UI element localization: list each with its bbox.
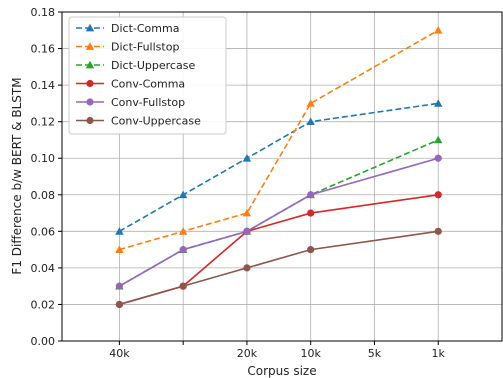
legend-marker [86,98,94,106]
legend-marker [86,116,94,125]
x-tick-label: 10k [301,347,322,360]
y-tick-label: 0.06 [31,225,56,238]
legend: Dict-Comma Dict-Fullstop Dict-Uppercase Con… [68,16,227,135]
data-point [178,227,188,235]
legend-label: Conv-Uppercase [111,115,201,128]
x-tick-label: 40k [109,347,130,360]
legend-label: Dict-Uppercase [111,59,195,72]
series-lines [115,26,443,309]
data-point [307,191,315,199]
series-line [119,193,439,306]
data-point [179,246,187,254]
legend-marker [85,60,95,69]
y-tick-label: 0.02 [31,298,56,311]
legend-label: Dict-Fullstop [111,41,179,54]
data-point [307,209,315,217]
data-point [115,300,123,309]
legend-marker [85,42,95,50]
x-axis-title: Corpus size [247,364,316,378]
data-point [434,99,443,107]
legend-marker [86,79,94,88]
data-point [178,190,188,199]
x-tick-label: 1k [432,347,446,360]
y-tick-label: 0.04 [31,262,56,275]
y-tick-label: 0.18 [31,6,56,19]
data-point [179,282,187,290]
data-point [434,154,442,162]
y-tick-label: 0.00 [31,335,56,348]
data-point [243,264,251,272]
y-tick-label: 0.16 [31,43,56,56]
data-point [115,227,124,235]
x-tick-label: 5k [368,347,382,360]
legend-label: Conv-Comma [111,78,185,91]
data-point [434,135,443,144]
data-point [434,227,442,235]
data-point [306,99,315,107]
plot-frame [61,11,503,342]
y-axis-title: F1 Difference b/w BERT & BLSTM [10,77,24,274]
data-point [115,245,124,253]
y-tick-label: 0.08 [31,189,56,202]
data-point [434,191,442,199]
axes: 0.00 0.02 0.04 0.06 0.08 0.10 0.12 0.14 0.16 0.18… [31,6,446,360]
series-line [119,29,439,251]
legend-marker [85,23,95,32]
data-point [115,282,123,290]
y-tick-label: 0.12 [31,116,56,129]
data-point [242,154,252,162]
y-tick-label: 0.10 [31,152,56,165]
data-point [306,117,315,126]
data-point [307,246,315,254]
y-tick-label: 0.14 [31,79,56,92]
data-point [242,208,252,217]
legend-label: Dict-Comma [111,22,179,35]
x-tick-label: 20k [237,347,258,360]
legend-label: Conv-Fullstop [111,96,185,109]
data-point [434,26,443,34]
data-point [243,227,251,235]
legend-box [68,16,227,135]
